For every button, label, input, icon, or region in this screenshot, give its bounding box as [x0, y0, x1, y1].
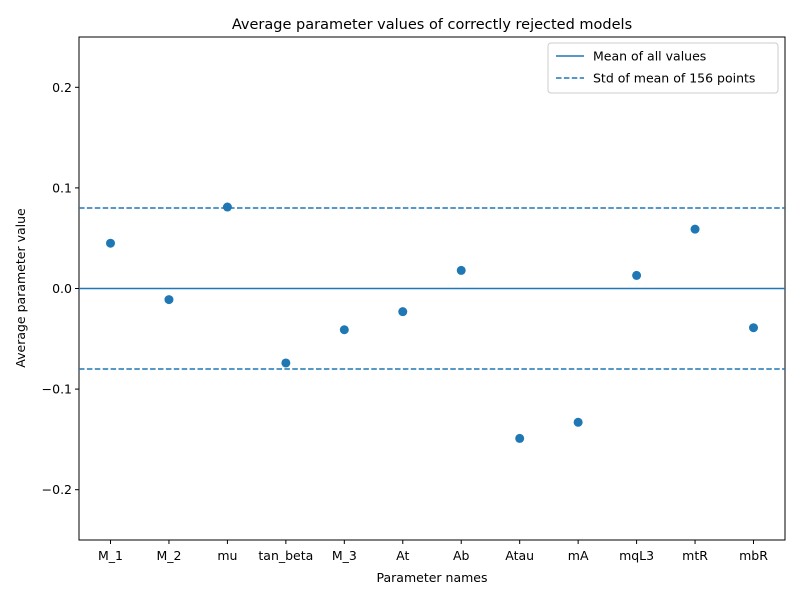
x-tick-label-mbR: mbR [739, 548, 768, 563]
x-tick-label-mtR: mtR [682, 548, 708, 563]
chart-title: Average parameter values of correctly re… [232, 17, 632, 33]
x-tick-label-mqL3: mqL3 [619, 548, 654, 563]
legend-label-std: Std of mean of 156 points [593, 71, 755, 86]
y-axis-ticks: −0.2 −0.1 0.0 0.1 0.2 [42, 80, 79, 497]
x-tick-label-M_3: M_3 [332, 548, 357, 563]
x-tick-label-mA: mA [568, 548, 589, 563]
data-point-mA [573, 417, 583, 427]
x-tick-label-Ab: Ab [453, 548, 470, 563]
data-point-M_2 [164, 295, 174, 305]
data-point-mqL3 [632, 270, 642, 280]
x-tick-label-mu: mu [217, 548, 237, 563]
reference-lines [79, 207, 785, 370]
data-point-mu [222, 202, 232, 212]
x-tick-label-At: At [396, 548, 409, 563]
legend-label-mean: Mean of all values [593, 49, 706, 64]
x-tick-label-tan_beta: tan_beta [258, 548, 313, 563]
y-tick-label: 0.2 [52, 80, 72, 95]
data-point-M_1 [106, 238, 115, 248]
data-point-At [398, 307, 408, 317]
data-point-Ab [456, 265, 466, 275]
x-axis-ticks: M_1 M_2 mu tan_beta M_3 At Ab Atau mA mqL3 mtR mbR [98, 540, 768, 563]
data-point-tan_beta [281, 358, 291, 368]
y-tick-label: 0.0 [52, 281, 72, 296]
data-point-M_3 [339, 325, 349, 335]
x-tick-label-M_1: M_1 [98, 548, 123, 563]
data-point-mbR [749, 323, 758, 333]
x-tick-label-Atau: Atau [505, 548, 534, 563]
legend-box [547, 42, 779, 94]
data-points [106, 202, 758, 443]
legend: Mean of all values Std of mean of 156 po… [547, 42, 779, 94]
y-tick-label: −0.2 [42, 482, 72, 497]
y-tick-label: 0.1 [52, 180, 72, 195]
data-point-Atau [515, 433, 525, 443]
y-tick-label: −0.1 [42, 382, 72, 397]
y-axis-label: Average parameter value [13, 208, 28, 368]
data-point-mtR [690, 224, 700, 234]
x-tick-label-M_2: M_2 [156, 548, 181, 563]
x-axis-label: Parameter names [377, 570, 488, 585]
